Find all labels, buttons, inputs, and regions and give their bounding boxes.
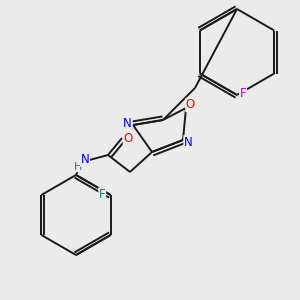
Text: F: F — [240, 87, 246, 100]
Text: O: O — [123, 131, 133, 145]
Text: O: O — [186, 98, 195, 112]
Text: N: N — [184, 136, 193, 149]
Text: N: N — [81, 153, 89, 166]
Text: N: N — [123, 117, 132, 130]
Text: H: H — [74, 161, 82, 172]
Text: F: F — [99, 188, 106, 201]
